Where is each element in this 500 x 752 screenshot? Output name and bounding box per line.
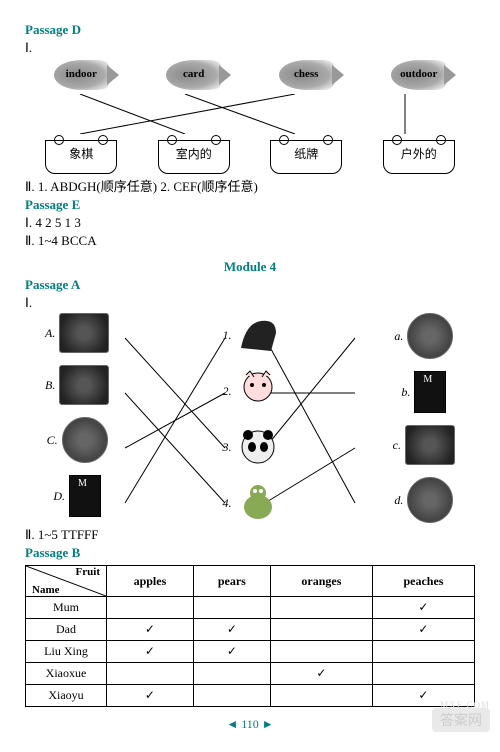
check-cell <box>193 597 270 619</box>
check-cell: ✓ <box>372 619 474 641</box>
check-cell: ✓ <box>372 597 474 619</box>
right-label: d. <box>394 493 403 508</box>
check-cell: ✓ <box>107 641 194 663</box>
check-cell: ✓ <box>107 619 194 641</box>
passage-e-line1: Ⅰ. 4 2 5 1 3 <box>25 215 475 231</box>
mid-label: 3. <box>223 440 232 455</box>
fish-label: card <box>156 68 231 80</box>
passage-a-part1: Ⅰ. <box>25 295 475 311</box>
table-row: Liu Xing✓✓ <box>26 641 475 663</box>
row-name: Liu Xing <box>26 641 107 663</box>
fish-row: indoor card chess outdoor <box>25 60 475 94</box>
right-label: c. <box>393 438 401 453</box>
check-cell <box>372 663 474 685</box>
check-cell <box>270 641 372 663</box>
left-col: A. B. C. D. <box>45 313 109 525</box>
check-cell <box>270 597 372 619</box>
check-cell <box>270 685 372 707</box>
food-image <box>59 313 109 353</box>
fish-label: outdoor <box>381 68 456 80</box>
fish-item: outdoor <box>381 60 456 94</box>
check-cell <box>107 663 194 685</box>
fish-item: indoor <box>44 60 119 94</box>
left-label: D. <box>53 489 65 504</box>
check-cell <box>270 619 372 641</box>
right-label: b. <box>401 385 410 400</box>
page-number-text: 110 <box>241 717 259 731</box>
table-row: Dad✓✓✓ <box>26 619 475 641</box>
food-image <box>407 313 453 359</box>
check-cell: ✓ <box>193 619 270 641</box>
check-cell <box>193 685 270 707</box>
header-name: Name <box>32 584 60 596</box>
pot-item: 室内的 <box>158 140 230 174</box>
horse-icon <box>236 313 280 357</box>
passage-e-line2: Ⅱ. 1~4 BCCA <box>25 233 475 249</box>
table-row: Xiaoyu✓✓ <box>26 685 475 707</box>
food-image <box>59 365 109 405</box>
col-header: peaches <box>372 566 474 597</box>
diag-header: Fruit Name <box>26 566 106 596</box>
milk-image <box>69 475 101 517</box>
food-image <box>405 425 455 465</box>
mid-label: 2. <box>223 384 232 399</box>
mid-label: 1. <box>223 328 232 343</box>
check-cell <box>107 597 194 619</box>
passage-e-title: Passage E <box>25 197 475 213</box>
panda-icon <box>236 425 280 469</box>
left-label: A. <box>45 326 55 341</box>
row-name: Xiaoxue <box>26 663 107 685</box>
row-name: Dad <box>26 619 107 641</box>
match-diagram-a: A. B. C. D. 1. 2. 3. 4. a. b. c. d. <box>25 313 475 525</box>
module-title: Module 4 <box>25 259 475 275</box>
row-name: Mum <box>26 597 107 619</box>
col-header: oranges <box>270 566 372 597</box>
match-lines-d <box>25 94 475 134</box>
check-cell: ✓ <box>270 663 372 685</box>
fish-item: card <box>156 60 231 94</box>
page-number: ◄ 110 ► <box>25 717 475 732</box>
bird-icon <box>236 481 280 525</box>
check-cell: ✓ <box>107 685 194 707</box>
passage-d-part1: Ⅰ. <box>25 40 475 56</box>
left-label: B. <box>45 378 55 393</box>
cat-icon <box>236 369 280 413</box>
check-cell <box>372 641 474 663</box>
table-row: Xiaoxue ✓ <box>26 663 475 685</box>
food-image <box>62 417 108 463</box>
header-fruit: Fruit <box>76 566 100 578</box>
col-header: pears <box>193 566 270 597</box>
pot-item: 象棋 <box>45 140 117 174</box>
pot-item: 户外的 <box>383 140 455 174</box>
milk-image <box>414 371 446 413</box>
check-cell <box>193 663 270 685</box>
pot-row: 象棋 室内的 纸牌 户外的 <box>25 140 475 174</box>
right-col: a. b. c. d. <box>393 313 455 525</box>
fish-label: indoor <box>44 68 119 80</box>
passage-a-title: Passage A <box>25 277 475 293</box>
pot-item: 纸牌 <box>270 140 342 174</box>
passage-b-title: Passage B <box>25 545 475 561</box>
fish-item: chess <box>269 60 344 94</box>
passage-d-part2: Ⅱ. 1. ABDGH(顺序任意) 2. CEF(顺序任意) <box>25 176 475 195</box>
passage-d-title: Passage D <box>25 22 475 38</box>
col-header: apples <box>107 566 194 597</box>
check-cell: ✓ <box>193 641 270 663</box>
table-row: Mum ✓ <box>26 597 475 619</box>
right-label: a. <box>394 329 403 344</box>
mid-col: 1. 2. 3. 4. <box>223 313 280 525</box>
mid-label: 4. <box>223 496 232 511</box>
left-label: C. <box>47 433 58 448</box>
fish-label: chess <box>269 68 344 80</box>
row-name: Xiaoyu <box>26 685 107 707</box>
fruit-table: Fruit Name apples pears oranges peaches … <box>25 565 475 707</box>
food-image <box>407 477 453 523</box>
corner-watermark: 答案网 <box>432 708 490 732</box>
